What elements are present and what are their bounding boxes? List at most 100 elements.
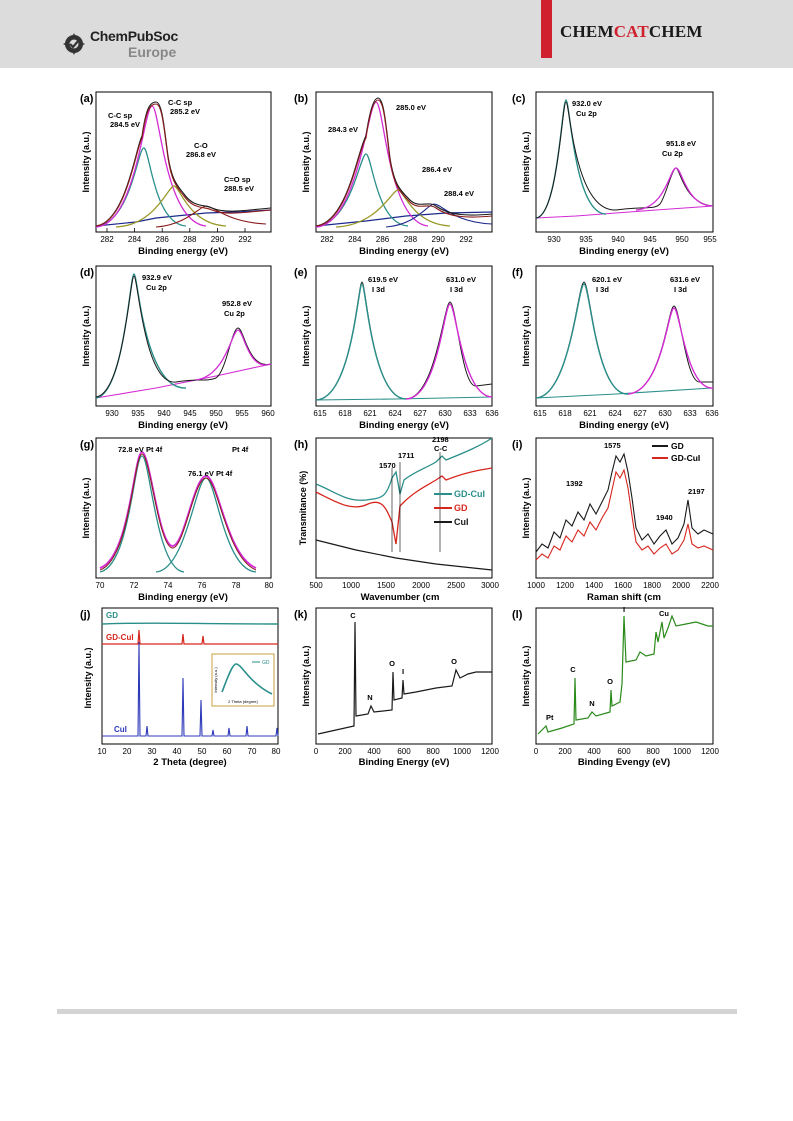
series-label: GD-CuI — [106, 633, 134, 642]
x-axis-label: 2 Theta (degree) — [153, 757, 226, 768]
element-label: C — [350, 611, 356, 620]
svg-text:636: 636 — [485, 409, 499, 418]
peak-label: Cu 2p — [224, 309, 245, 318]
svg-text:80: 80 — [265, 581, 274, 590]
legend: GD GD-CuI — [652, 441, 700, 463]
journal-title: CHEMCATCHEM — [560, 22, 703, 41]
element-label: I — [623, 605, 625, 614]
peak-label: I 3d — [450, 285, 463, 294]
svg-text:2000: 2000 — [672, 581, 690, 590]
svg-text:955: 955 — [703, 235, 717, 244]
tick-label: 290 — [211, 235, 225, 244]
svg-text:950: 950 — [209, 409, 223, 418]
svg-text:288: 288 — [404, 235, 418, 244]
svg-text:3000: 3000 — [481, 581, 499, 590]
inset-legend: GD — [262, 660, 270, 666]
legend-label: GD-CuI — [454, 489, 485, 499]
svg-text:955: 955 — [235, 409, 249, 418]
svg-text:633: 633 — [463, 409, 477, 418]
element-label: I — [402, 667, 404, 676]
peak-label: 288.4 eV — [444, 189, 474, 198]
y-axis-label: Intensity (a.u.) — [81, 131, 91, 192]
element-label: Cu — [659, 609, 669, 618]
peak-label: 932.9 eV — [142, 273, 172, 282]
svg-text:20: 20 — [123, 747, 132, 756]
x-axis-label: Binding energy (eV) — [138, 246, 228, 257]
svg-text:500: 500 — [309, 581, 323, 590]
element-label: N — [367, 693, 372, 702]
panel-letter: (l) — [512, 609, 523, 621]
svg-text:950: 950 — [675, 235, 689, 244]
peak-label: 1940 — [656, 513, 673, 522]
svg-text:618: 618 — [558, 409, 572, 418]
peak-label: 284.5 eV — [110, 120, 140, 129]
svg-text:70: 70 — [248, 747, 257, 756]
y-axis-label: Intensity (a.u.) — [521, 645, 531, 706]
panel-letter: (g) — [80, 439, 94, 451]
svg-text:1200: 1200 — [701, 747, 719, 756]
peak-label: 286.4 eV — [422, 165, 452, 174]
x-axis-label: Wavenumber (cm — [361, 592, 440, 603]
svg-text:618: 618 — [338, 409, 352, 418]
peak-label: 631.0 eV — [446, 275, 476, 284]
peak-label: 286.8 eV — [186, 150, 216, 159]
y-axis-label: Intensity (a.u.) — [81, 477, 91, 538]
peak-label: 952.8 eV — [222, 299, 252, 308]
tick-label: 282 — [100, 235, 114, 244]
peak-label: 1392 — [566, 479, 583, 488]
tick-label: 292 — [238, 235, 252, 244]
x-axis-label: Binding Evengy (eV) — [578, 757, 670, 768]
peak-label: Cu 2p — [576, 109, 597, 118]
publisher-region: Europe — [128, 44, 177, 60]
x-axis-label: Binding Energy (eV) — [359, 757, 450, 768]
inset-xlabel: 2 Theta (degree) — [228, 699, 258, 704]
svg-text:1000: 1000 — [342, 581, 360, 590]
svg-text:400: 400 — [587, 747, 601, 756]
svg-text:615: 615 — [313, 409, 327, 418]
peak-label: Cu 2p — [662, 149, 683, 158]
peak-label: 288.5 eV — [224, 184, 254, 193]
series-label: CuI — [114, 725, 127, 734]
svg-text:2200: 2200 — [701, 581, 719, 590]
svg-text:2500: 2500 — [447, 581, 465, 590]
panel-letter: (b) — [294, 93, 308, 105]
svg-text:290: 290 — [432, 235, 446, 244]
panel-letter: (c) — [512, 93, 526, 105]
panel-letter: (i) — [512, 439, 523, 451]
svg-text:930: 930 — [547, 235, 561, 244]
svg-text:74: 74 — [164, 581, 173, 590]
panel-h: (h) 500 1000 1500 2000 2500 3000 Wavenumber… — [294, 435, 499, 603]
peak-label: C-C sp — [108, 111, 133, 120]
panel-g: (g) 70 72 74 76 78 80 Binding energy (eV) I… — [80, 437, 274, 603]
peak-label: 951.8 eV — [666, 139, 696, 148]
peak-label: 619.5 eV — [368, 275, 398, 284]
svg-text:945: 945 — [643, 235, 657, 244]
peak-label: I 3d — [674, 285, 687, 294]
chempubsoc-logo: ChemPubSoc Europe — [62, 28, 192, 62]
journal-accent-bar — [541, 0, 552, 58]
element-label: N — [589, 699, 594, 708]
peak-label: C=O sp — [224, 175, 251, 184]
svg-text:1000: 1000 — [453, 747, 471, 756]
peak-label: I 3d — [596, 285, 609, 294]
panel-letter: (e) — [294, 267, 308, 279]
element-label: O — [607, 677, 613, 686]
y-axis-label: Intensity (a.u.) — [83, 647, 93, 708]
svg-text:70: 70 — [96, 581, 105, 590]
y-axis-label: Intensity (a.u.) — [301, 305, 311, 366]
element-label: C — [570, 665, 576, 674]
peak-label: 2198 — [432, 435, 449, 444]
peak-label: 620.1 eV — [592, 275, 622, 284]
x-axis-label: Binding energy (eV) — [138, 420, 228, 431]
svg-text:940: 940 — [157, 409, 171, 418]
svg-text:284: 284 — [348, 235, 362, 244]
panel-letter: (j) — [80, 609, 91, 621]
svg-text:292: 292 — [459, 235, 473, 244]
inset-plot: Intensity (a.u.) 2 Theta (degree) GD — [211, 653, 275, 707]
svg-text:633: 633 — [683, 409, 697, 418]
panel-letter: (a) — [80, 93, 94, 105]
x-axis-label: Binding energy (eV) — [579, 246, 669, 257]
page-header: ChemPubSoc Europe CHEMCATCHEM — [0, 0, 793, 68]
svg-text:1800: 1800 — [643, 581, 661, 590]
peak-label: C-O — [194, 141, 208, 150]
